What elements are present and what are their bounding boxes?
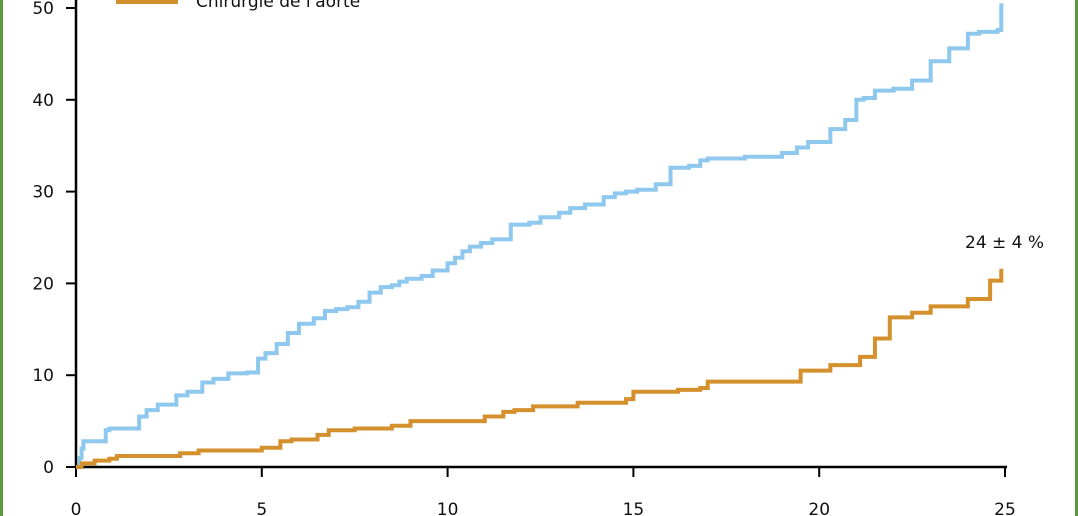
axes: 0 5 10 15 20 25 0 10 20 30 40 50 — [32, 0, 1016, 516]
y-tick-label: 0 — [43, 458, 54, 478]
legend-label-aorte: Chirurgie de l'aorte — [196, 0, 360, 12]
y-tick-label: 40 — [32, 91, 54, 111]
x-tick-label: 5 — [256, 500, 267, 516]
x-tick-label: 25 — [994, 500, 1016, 516]
legend: Chirurgie de l'aorte — [116, 0, 360, 12]
series-lines — [76, 3, 1004, 469]
y-tick-label: 20 — [32, 274, 54, 294]
y-tick-label: 50 — [32, 0, 54, 19]
x-tick-label: 20 — [808, 500, 830, 516]
annotation-final-value: 24 ± 4 % — [965, 233, 1044, 253]
x-tick-label: 15 — [623, 500, 645, 516]
x-tick-label: 10 — [437, 500, 459, 516]
series-line-reference — [76, 3, 1004, 469]
y-tick-label: 10 — [32, 366, 54, 386]
y-tick-label: 30 — [32, 183, 54, 203]
x-tick-label: 0 — [71, 500, 82, 516]
series-line-aorte — [76, 268, 1004, 469]
